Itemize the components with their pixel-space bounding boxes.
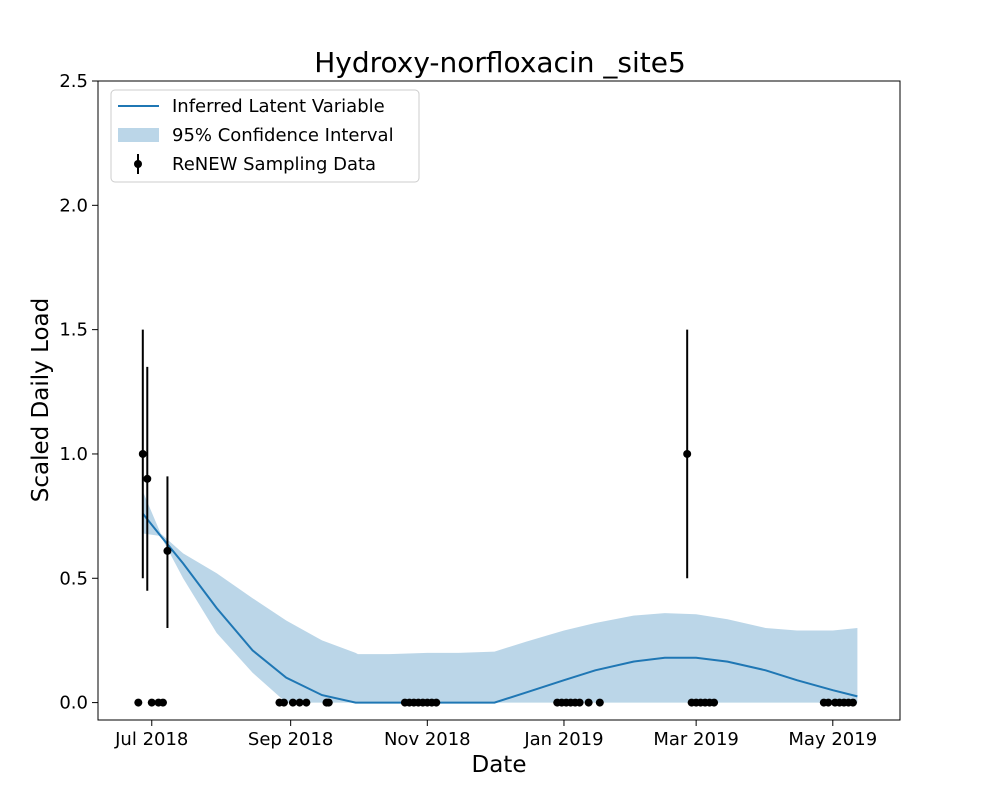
legend: Inferred Latent Variable 95% Confidence I… [110, 89, 420, 183]
sample-point [138, 449, 147, 458]
plot-frame [97, 80, 901, 721]
sample-point [302, 698, 311, 707]
sample-point [848, 698, 857, 707]
y-tick-label: 0.5 [59, 568, 88, 589]
latent-variable-line [142, 512, 858, 704]
sample-point [279, 698, 288, 707]
sample-point [324, 698, 333, 707]
plot-area [134, 329, 858, 707]
x-tick-label: Nov 2018 [384, 729, 471, 750]
y-tick-label: 0.0 [59, 693, 88, 714]
legend-band-swatch [118, 128, 159, 142]
x-axis-label: Date [472, 752, 527, 778]
sample-point [163, 546, 172, 555]
chart-title: Hydroxy-norfloxacin _site5 [314, 46, 686, 79]
y-tick-label: 2.0 [59, 195, 88, 216]
confidence-band [142, 491, 858, 703]
x-tick-label: Jan 2019 [523, 729, 603, 750]
x-tick-label: Jul 2018 [114, 729, 188, 750]
y-tick-label: 1.0 [59, 444, 88, 465]
sample-point [575, 698, 584, 707]
axes: 0.0 0.5 1.0 1.5 2.0 2.5 Jul 2018 Sep 2018 Nov 20… [59, 71, 877, 750]
y-axis-label: Scaled Daily Load [28, 298, 54, 502]
x-tick-label: Sep 2018 [248, 729, 333, 750]
legend-label: ReNEW Sampling Data [172, 154, 376, 175]
sample-point [295, 698, 304, 707]
sample-point [147, 698, 156, 707]
sample-point [432, 698, 441, 707]
legend-marker-swatch [134, 160, 142, 168]
x-tick-label: May 2019 [788, 729, 877, 750]
sample-point [824, 698, 833, 707]
sample-point [683, 449, 692, 458]
y-tick-label: 1.5 [59, 320, 88, 341]
sample-point [143, 474, 152, 483]
sample-point [595, 698, 604, 707]
y-tick-label: 2.5 [59, 71, 88, 92]
sample-point [584, 698, 593, 707]
sample-point [158, 698, 167, 707]
sample-point [710, 698, 719, 707]
sample-point [288, 698, 297, 707]
legend-label: Inferred Latent Variable [172, 96, 385, 117]
legend-label: 95% Confidence Interval [172, 125, 394, 146]
sample-point [134, 698, 143, 707]
x-tick-label: Mar 2019 [653, 729, 739, 750]
legend-box [110, 89, 420, 183]
